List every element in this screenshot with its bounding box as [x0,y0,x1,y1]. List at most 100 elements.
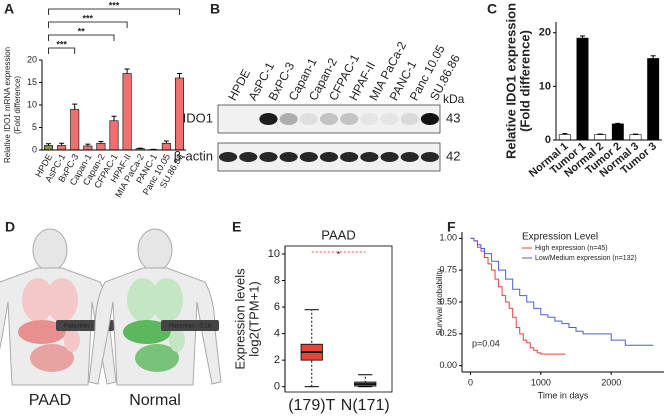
organ [22,278,54,322]
x-tick-label: N(171) [341,397,390,414]
y-axis-label: (Fold difference) [13,76,22,134]
plot-frame [284,245,393,393]
band [299,152,318,162]
band-label: IDO1 [183,110,213,125]
significance-label: *** [56,39,67,49]
y-axis-label: Relative IDO1 mRNA expression [3,47,12,163]
bar [83,145,93,151]
organ [46,278,78,322]
panel-label: A [4,1,14,17]
head [32,228,68,272]
y-tick-label: 0.75 [439,265,457,275]
panel-label: E [232,219,241,235]
panel-label: C [487,1,497,17]
head [137,228,173,272]
significance-bracket [48,8,180,15]
body-label: Normal [129,392,181,409]
legend-title: Expression Level [522,232,598,243]
bar [629,134,642,141]
band [259,113,278,125]
y-tick-label: 15 [27,77,37,87]
significance-bracket [48,47,76,54]
panel-label: D [5,219,15,235]
x-tick-label: 1000 [531,377,551,387]
band [400,113,419,125]
band [380,152,399,162]
survival-curve [470,237,566,355]
y-tick-label: 0 [545,134,551,146]
band [299,113,318,125]
band [420,152,439,162]
band-size: 43 [446,110,460,125]
y-tick-label: 20 [539,27,551,39]
y-tick-label: 2 [274,354,280,366]
y-tick-label: 0.25 [439,328,457,338]
organ [30,344,74,372]
annotation-box [161,320,219,331]
organ [151,278,183,322]
panel-label: B [210,1,220,17]
significance-label: *** [109,0,120,10]
bar [611,123,624,141]
band [239,152,258,162]
legend-label: High expression (n=45) [535,245,608,252]
y-tick-label: 6 [274,301,280,313]
bar [576,37,589,141]
organ [64,328,80,352]
band [380,113,399,125]
significance-label: * [337,249,341,259]
organ [127,278,159,322]
y-axis-label: Survival probability [435,268,444,335]
y-axis-label: Expression levels [232,268,247,370]
band [420,113,439,125]
significance-bracket [48,34,115,41]
x-tick-label: 0 [468,377,473,387]
bar [109,120,119,151]
organ-annotation: Pancreas : 2.52 [64,324,107,330]
significance-bracket [48,21,128,28]
blot-strip [217,104,441,134]
bar [558,134,571,141]
y-tick-label: 10 [27,99,37,109]
y-tick-label: 4 [274,328,280,340]
y-tick-label: 1.00 [439,233,457,243]
survival-curve [470,237,654,346]
y-tick-label: 0.50 [439,296,457,306]
band [340,152,359,162]
significance-label: ** [78,26,86,36]
band [319,113,339,125]
x-tick-label: (179)T [288,397,335,414]
bar [122,73,132,151]
significance-label: *** [83,13,94,23]
y-tick-label: 10 [268,248,280,260]
organ [135,344,179,372]
unit-label: kDa [443,92,465,106]
band [360,152,379,162]
y-tick-label: 0 [32,144,37,154]
band [340,113,359,125]
band [279,113,298,125]
band [319,152,339,162]
band [279,152,298,162]
organ-annotation: Pancreas : 0.18 [169,324,212,330]
y-tick-label: 8 [274,274,280,286]
organ [169,328,185,352]
band [219,152,238,162]
body-label: PAAD [29,392,71,409]
y-axis-label: Relative IDO1 expression [503,3,518,159]
chart-title: PAAD [321,227,355,242]
bar [44,145,54,151]
legend-label: Low/Medium expression (n=132) [535,255,637,262]
x-tick-label: 2000 [601,377,621,387]
organ [123,320,171,344]
bar [96,142,106,151]
organ [18,320,66,344]
y-tick-label: 20 [27,54,37,64]
y-tick-label: 10 [539,80,551,92]
x-axis-label: Time in days [538,390,589,400]
band-size: 42 [446,148,460,163]
y-axis-label: (Fold difference) [517,30,532,132]
y-axis-label: log2(TPM+1) [246,281,261,357]
bar [594,134,607,141]
